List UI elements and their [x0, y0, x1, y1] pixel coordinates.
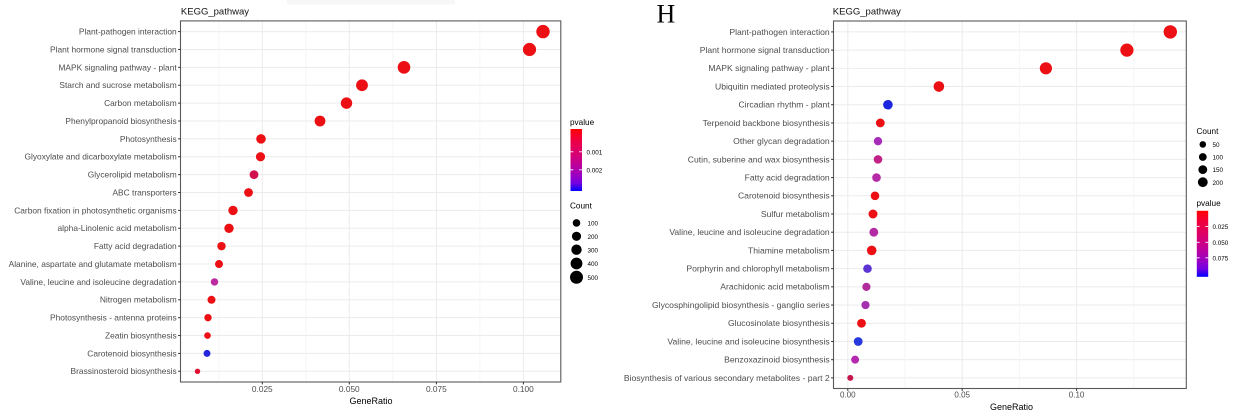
svg-text:0.05: 0.05 — [954, 391, 970, 400]
svg-text:Valine, leucine and isoleucine: Valine, leucine and isoleucine biosynthe… — [667, 336, 829, 346]
svg-text:pvalue: pvalue — [570, 118, 595, 127]
svg-text:Arachidonic acid metabolism: Arachidonic acid metabolism — [720, 282, 829, 292]
svg-text:Carotenoid biosynthesis: Carotenoid biosynthesis — [87, 348, 176, 358]
svg-text:MAPK signaling pathway - plant: MAPK signaling pathway - plant — [58, 62, 177, 72]
svg-text:0.075: 0.075 — [1213, 255, 1229, 262]
svg-text:0.002: 0.002 — [587, 167, 603, 174]
svg-text:Sulfur metabolism: Sulfur metabolism — [761, 209, 830, 219]
svg-text:0.100: 0.100 — [513, 384, 534, 394]
svg-text:Count: Count — [570, 202, 593, 211]
svg-text:Brassinosteroid biosynthesis: Brassinosteroid biosynthesis — [71, 366, 177, 376]
svg-text:0.10: 0.10 — [1069, 391, 1085, 400]
svg-text:Count: Count — [1197, 127, 1220, 136]
svg-text:Plant-pathogen interaction: Plant-pathogen interaction — [79, 27, 177, 37]
svg-text:0.075: 0.075 — [426, 384, 447, 394]
svg-text:Other glycan degradation: Other glycan degradation — [733, 136, 830, 146]
svg-text:Glycosphingolipid biosynthesis: Glycosphingolipid biosynthesis - ganglio… — [652, 300, 830, 310]
svg-text:Benzoxazinoid biosynthesis: Benzoxazinoid biosynthesis — [724, 355, 830, 365]
svg-text:Valine, leucine and isoleucine: Valine, leucine and isoleucine degradati… — [20, 277, 177, 287]
svg-text:300: 300 — [588, 247, 599, 254]
svg-text:Alanine, aspartate and glutama: Alanine, aspartate and glutamate metabol… — [9, 259, 177, 269]
svg-text:KEGG_pathway: KEGG_pathway — [181, 6, 249, 17]
svg-text:500: 500 — [588, 275, 599, 282]
svg-text:Nitrogen metabolism: Nitrogen metabolism — [100, 295, 177, 305]
svg-text:Circadian rhythm - plant: Circadian rhythm - plant — [738, 100, 830, 110]
svg-text:MAPK signaling pathway - plant: MAPK signaling pathway - plant — [708, 63, 830, 73]
svg-text:150: 150 — [1213, 167, 1224, 174]
svg-text:Cutin, suberine and wax biosyn: Cutin, suberine and wax biosynthesis — [688, 154, 830, 164]
svg-text:alpha-Linolenic acid metabolis: alpha-Linolenic acid metabolism — [58, 223, 177, 233]
svg-text:Terpenoid backbone biosynthesi: Terpenoid backbone biosynthesis — [703, 118, 830, 128]
svg-text:0.001: 0.001 — [587, 149, 603, 156]
svg-text:Thiamine metabolism: Thiamine metabolism — [748, 245, 830, 255]
svg-text:Photosynthesis: Photosynthesis — [120, 134, 177, 144]
svg-text:Carbon metabolism: Carbon metabolism — [104, 98, 177, 108]
svg-text:100: 100 — [1213, 155, 1224, 162]
svg-text:GeneRatio: GeneRatio — [349, 396, 392, 406]
svg-text:Fatty acid degradation: Fatty acid degradation — [94, 241, 177, 251]
svg-text:400: 400 — [588, 261, 599, 268]
svg-text:Starch and sucrose metabolism: Starch and sucrose metabolism — [59, 80, 176, 90]
svg-text:0.050: 0.050 — [1213, 240, 1229, 247]
svg-text:0.025: 0.025 — [1213, 224, 1229, 231]
svg-text:Glucosinolate biosynthesis: Glucosinolate biosynthesis — [728, 318, 830, 328]
svg-text:Carotenoid biosynthesis: Carotenoid biosynthesis — [738, 191, 830, 201]
svg-text:Fatty acid degradation: Fatty acid degradation — [745, 172, 830, 182]
svg-text:Biosynthesis of various second: Biosynthesis of various secondary metabo… — [624, 373, 830, 383]
svg-text:Glyoxylate and dicarboxylate m: Glyoxylate and dicarboxylate metabolism — [24, 152, 176, 162]
svg-text:Plant hormone signal transduct: Plant hormone signal transduction — [700, 45, 830, 55]
svg-text:Zeatin biosynthesis: Zeatin biosynthesis — [105, 330, 177, 340]
svg-text:Ubiquitin mediated proteolysis: Ubiquitin mediated proteolysis — [715, 81, 830, 91]
svg-text:0.00: 0.00 — [840, 391, 856, 400]
svg-text:ABC transporters: ABC transporters — [112, 187, 176, 197]
svg-text:Plant hormone signal transduct: Plant hormone signal transduction — [50, 44, 177, 54]
svg-text:KEGG_pathway: KEGG_pathway — [833, 6, 901, 17]
svg-text:Carbon fixation in photosynthe: Carbon fixation in photosynthetic organi… — [14, 205, 176, 215]
svg-text:0.025: 0.025 — [252, 384, 273, 394]
svg-text:Plant-pathogen interaction: Plant-pathogen interaction — [729, 27, 830, 37]
svg-text:pvalue: pvalue — [1197, 199, 1222, 208]
svg-text:Porphyrin and chlorophyll meta: Porphyrin and chlorophyll metabolism — [686, 264, 829, 274]
svg-text:Phenylpropanoid biosynthesis: Phenylpropanoid biosynthesis — [65, 116, 176, 126]
svg-text:H: H — [657, 0, 676, 29]
svg-text:Valine, leucine and isoleucine: Valine, leucine and isoleucine degradati… — [669, 227, 830, 237]
svg-text:200: 200 — [588, 234, 599, 241]
svg-text:50: 50 — [1213, 142, 1221, 149]
svg-text:100: 100 — [588, 221, 599, 228]
svg-text:GeneRatio: GeneRatio — [990, 402, 1033, 412]
svg-text:Glycerolipid metabolism: Glycerolipid metabolism — [88, 170, 177, 180]
svg-text:200: 200 — [1213, 180, 1224, 187]
svg-text:Photosynthesis - antenna prote: Photosynthesis - antenna proteins — [50, 313, 177, 323]
svg-text:0.050: 0.050 — [339, 384, 360, 394]
